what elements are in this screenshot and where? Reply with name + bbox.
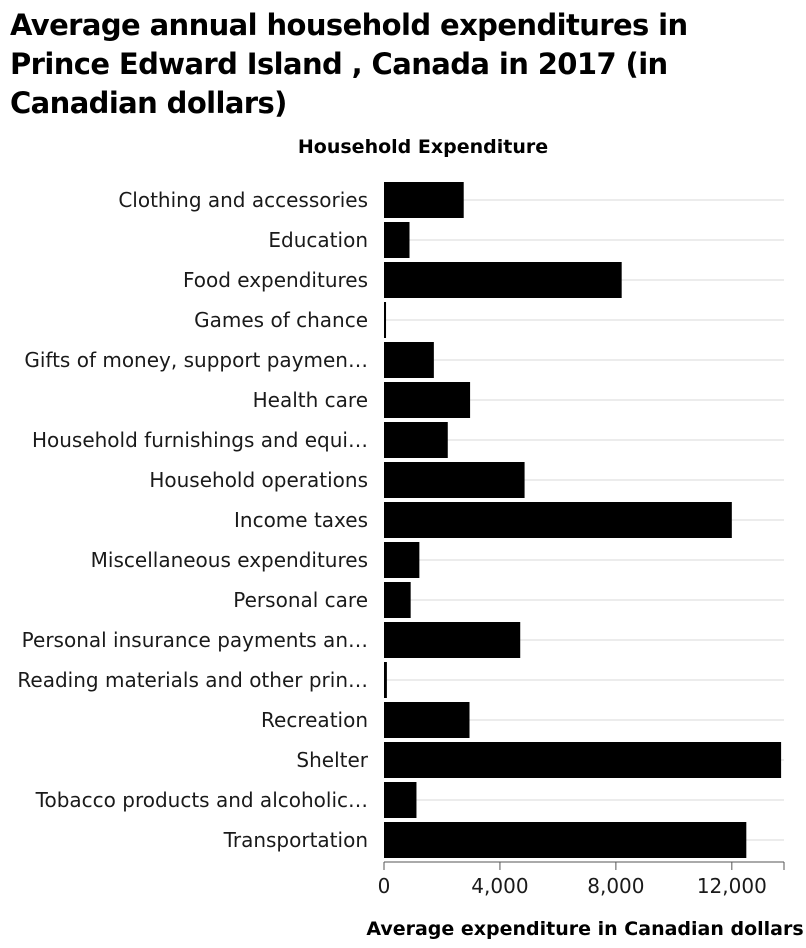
x-tick-label: 4,000 [471, 874, 528, 898]
bar [384, 462, 525, 498]
bar [384, 382, 471, 418]
x-tick-label: 0 [378, 874, 391, 898]
category-label: Miscellaneous expenditures [91, 548, 368, 572]
y-axis-title: Household Expenditure [298, 136, 548, 158]
category-label: Gifts of money, support paymen… [24, 348, 368, 372]
category-label: Income taxes [234, 508, 368, 532]
bar [384, 662, 387, 698]
x-tick-label: 12,000 [697, 874, 767, 898]
x-axis-title: Average expenditure in Canadian dollars [366, 918, 803, 940]
bar [384, 542, 420, 578]
bar [384, 582, 411, 618]
category-label: Recreation [261, 708, 368, 732]
category-label: Shelter [296, 748, 368, 772]
category-label: Health care [253, 388, 368, 412]
x-axis-ticks: 0 4,000 8,000 12,000 [378, 861, 785, 898]
chart-title: Average annual household expenditures in… [10, 8, 688, 120]
x-tick-label: 8,000 [587, 874, 644, 898]
bar [384, 262, 622, 298]
category-label: Tobacco products and alcoholic… [35, 788, 368, 812]
category-label: Transportation [223, 828, 368, 852]
bar [384, 822, 747, 858]
category-label: Games of chance [194, 308, 368, 332]
category-label: Reading materials and other prin… [17, 668, 368, 692]
bar [384, 422, 448, 458]
bar [384, 702, 470, 738]
bars [384, 182, 782, 858]
bar [384, 342, 434, 378]
bar [384, 502, 732, 538]
bar [384, 302, 387, 338]
category-labels: Clothing and accessories Education Food ex… [17, 188, 368, 852]
category-label: Personal care [233, 588, 368, 612]
bar [384, 182, 464, 218]
bar [384, 222, 410, 258]
category-label: Education [268, 228, 368, 252]
category-label: Household furnishings and equi… [32, 428, 368, 452]
bar [384, 622, 521, 658]
category-label: Food expenditures [183, 268, 368, 292]
bar [384, 782, 417, 818]
category-label: Household operations [149, 468, 368, 492]
category-label: Personal insurance payments an… [22, 628, 368, 652]
bar [384, 742, 782, 778]
category-label: Clothing and accessories [118, 188, 368, 212]
